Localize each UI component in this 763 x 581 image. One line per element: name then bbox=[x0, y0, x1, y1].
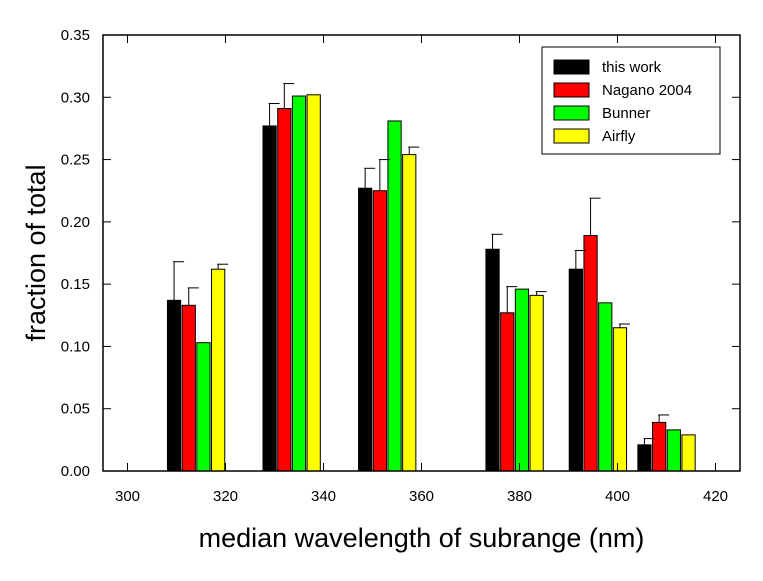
legend-label-0: this work bbox=[602, 59, 662, 76]
bar-this-work-4 bbox=[568, 268, 583, 472]
x-tick-label: 420 bbox=[703, 488, 728, 505]
bar-bunner-0 bbox=[196, 342, 211, 472]
bar-bunner-2 bbox=[387, 120, 402, 472]
bar-nagano-2004-0 bbox=[181, 304, 196, 472]
legend-swatch-0 bbox=[553, 59, 590, 75]
legend-swatch-2 bbox=[553, 105, 590, 121]
y-tick-label: 0.15 bbox=[61, 276, 90, 293]
bar-nagano-2004-3 bbox=[500, 312, 515, 472]
bar-this-work-0 bbox=[166, 299, 182, 472]
legend-swatch-3 bbox=[553, 128, 590, 144]
y-tick-label: 0.05 bbox=[61, 401, 90, 418]
legend-swatch-1 bbox=[553, 82, 590, 98]
legend: this work Nagano 2004 Bunner Airfly bbox=[541, 46, 721, 155]
x-tick-label: 380 bbox=[507, 488, 532, 505]
y-axis-title: fraction of total bbox=[21, 164, 51, 341]
bar-nagano-2004-4 bbox=[583, 235, 598, 472]
bars-layer bbox=[166, 94, 696, 472]
bar-bunner-3 bbox=[514, 288, 530, 472]
bar-nagano-2004-5 bbox=[652, 421, 667, 472]
bar-bunner-5 bbox=[666, 429, 681, 472]
bar-airfly-5 bbox=[681, 434, 696, 472]
y-tick-label: 0.25 bbox=[61, 152, 90, 169]
bar-airfly-2 bbox=[402, 154, 417, 472]
legend-label-3: Airfly bbox=[602, 128, 636, 145]
x-tick-label: 360 bbox=[409, 488, 434, 505]
bar-bunner-4 bbox=[598, 302, 613, 472]
y-tick-label: 0.35 bbox=[61, 27, 90, 44]
bar-this-work-2 bbox=[358, 187, 373, 472]
x-tick-label: 320 bbox=[213, 488, 238, 505]
bar-airfly-3 bbox=[529, 294, 544, 472]
bar-airfly-1 bbox=[306, 94, 321, 472]
bar-bunner-1 bbox=[291, 95, 307, 472]
bar-airfly-4 bbox=[612, 327, 628, 472]
x-tick-label: 340 bbox=[311, 488, 336, 505]
y-tick-label: 0.10 bbox=[61, 338, 90, 355]
error-bars-layer bbox=[173, 83, 670, 445]
legend-label-2: Bunner bbox=[602, 105, 650, 122]
y-tick-label: 0.30 bbox=[61, 89, 90, 106]
bar-nagano-2004-2 bbox=[372, 190, 387, 472]
legend-label-1: Nagano 2004 bbox=[602, 82, 692, 99]
bar-this-work-3 bbox=[485, 248, 500, 472]
bar-nagano-2004-1 bbox=[277, 107, 292, 472]
axes-layer: 0.00 0.05 0.10 0.15 0.20 0.25 0.30 0.35 300 320 34… bbox=[61, 27, 740, 505]
bar-this-work-5 bbox=[637, 444, 652, 472]
y-tick-label: 0.00 bbox=[61, 463, 90, 480]
x-tick-label: 400 bbox=[605, 488, 630, 505]
bar-this-work-1 bbox=[262, 125, 277, 472]
x-tick-label: 300 bbox=[115, 488, 140, 505]
x-axis-title: median wavelength of subrange (nm) bbox=[199, 523, 645, 553]
y-tick-label: 0.20 bbox=[61, 214, 90, 231]
bar-airfly-0 bbox=[211, 268, 226, 472]
